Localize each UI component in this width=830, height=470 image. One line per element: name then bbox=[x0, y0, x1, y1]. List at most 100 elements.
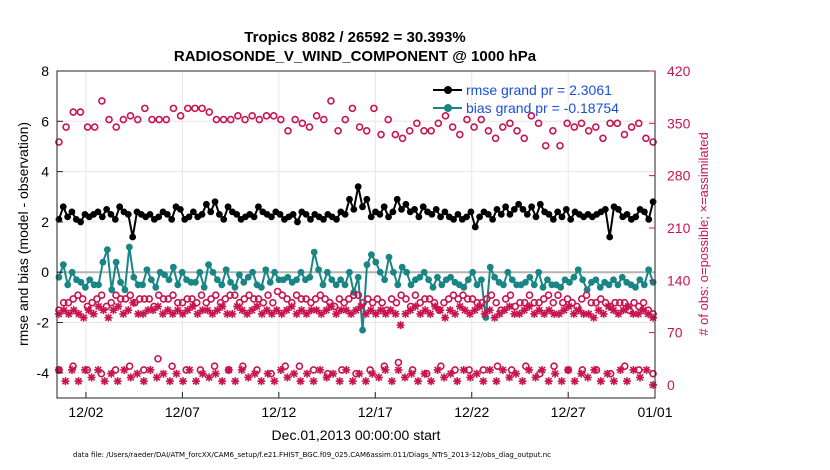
data-point bbox=[133, 369, 142, 378]
data-point bbox=[112, 291, 120, 300]
data-point bbox=[178, 298, 187, 307]
data-point bbox=[355, 123, 364, 131]
data-point bbox=[434, 273, 441, 281]
data-point bbox=[416, 273, 424, 281]
data-point bbox=[271, 268, 278, 276]
data-point bbox=[619, 306, 628, 315]
data-point bbox=[88, 298, 97, 307]
x-tick-label: 12/07 bbox=[165, 404, 200, 420]
data-point bbox=[252, 302, 261, 311]
data-point bbox=[407, 281, 415, 289]
data-point bbox=[611, 298, 619, 307]
data-point bbox=[98, 97, 106, 105]
data-point bbox=[329, 369, 338, 378]
data-point bbox=[262, 306, 271, 315]
data-point bbox=[335, 377, 344, 386]
legend-rmse-label: rmse grand pr = 2.3061 bbox=[466, 82, 612, 98]
data-point bbox=[549, 216, 557, 223]
data-point bbox=[562, 205, 570, 213]
data-point bbox=[145, 295, 154, 303]
data-point bbox=[69, 306, 78, 315]
data-point bbox=[436, 306, 445, 315]
data-point bbox=[223, 309, 232, 318]
data-point bbox=[335, 295, 344, 303]
data-point bbox=[198, 104, 206, 113]
data-point bbox=[237, 365, 246, 374]
data-point bbox=[515, 200, 523, 208]
data-point bbox=[81, 283, 89, 291]
data-point bbox=[495, 309, 504, 318]
data-point bbox=[416, 309, 425, 318]
data-point bbox=[155, 115, 163, 124]
y-tick-label: 4 bbox=[41, 164, 49, 180]
data-point bbox=[125, 243, 133, 251]
data-point bbox=[230, 291, 239, 300]
data-point bbox=[315, 266, 322, 274]
data-point bbox=[510, 309, 519, 318]
y-tick-label: 0 bbox=[41, 264, 49, 280]
data-point bbox=[185, 365, 194, 374]
data-point bbox=[54, 365, 63, 374]
data-point bbox=[490, 313, 499, 322]
data-point bbox=[431, 302, 440, 311]
data-point bbox=[596, 295, 605, 303]
data-point bbox=[623, 210, 631, 218]
data-point bbox=[98, 213, 106, 221]
data-point bbox=[302, 309, 311, 318]
data-point bbox=[520, 298, 529, 307]
plot-frame bbox=[56, 70, 656, 399]
data-point bbox=[629, 309, 638, 318]
data-point bbox=[93, 295, 101, 303]
data-point bbox=[109, 306, 118, 315]
data-point bbox=[238, 306, 247, 315]
data-point bbox=[634, 309, 643, 318]
data-point bbox=[454, 295, 462, 303]
data-point bbox=[420, 369, 429, 378]
data-point bbox=[394, 365, 403, 374]
data-point bbox=[78, 295, 87, 303]
data-point bbox=[94, 302, 103, 311]
data-point bbox=[220, 216, 228, 223]
data-point bbox=[536, 200, 544, 208]
data-point bbox=[437, 213, 444, 221]
data-point bbox=[544, 377, 553, 386]
data-point bbox=[210, 362, 219, 371]
data-point bbox=[281, 362, 290, 371]
data-point bbox=[544, 291, 553, 300]
data-point bbox=[211, 369, 220, 378]
data-point bbox=[196, 268, 204, 276]
data-point bbox=[322, 306, 331, 315]
data-point bbox=[341, 210, 349, 218]
data-point bbox=[224, 365, 233, 374]
data-point bbox=[205, 373, 214, 382]
y-tick-label: 8 bbox=[41, 63, 49, 79]
data-point bbox=[83, 123, 92, 131]
data-point bbox=[248, 306, 257, 315]
data-point bbox=[558, 213, 566, 221]
data-point bbox=[291, 115, 299, 124]
data-point bbox=[440, 298, 448, 307]
data-point bbox=[550, 362, 558, 371]
data-point bbox=[306, 273, 314, 281]
data-point bbox=[522, 278, 529, 286]
data-point bbox=[276, 210, 284, 218]
data-point bbox=[62, 123, 70, 131]
data-point bbox=[124, 210, 132, 218]
data-point bbox=[624, 302, 633, 311]
data-point bbox=[393, 195, 401, 203]
data-point bbox=[222, 266, 230, 274]
data-point bbox=[434, 119, 443, 128]
y-axis-left: -4 -2 0 2 4 6 8 bbox=[37, 63, 63, 381]
data-point bbox=[283, 295, 291, 303]
data-point bbox=[111, 216, 119, 223]
data-point bbox=[263, 369, 272, 378]
data-point bbox=[493, 362, 502, 371]
series-possible-obs-00z-12z- bbox=[55, 97, 657, 150]
data-point bbox=[117, 278, 124, 286]
data-point bbox=[376, 268, 384, 276]
data-point bbox=[139, 281, 146, 289]
data-point bbox=[446, 369, 455, 378]
data-point bbox=[169, 104, 178, 113]
data-point bbox=[176, 205, 184, 213]
data-point bbox=[191, 104, 199, 113]
